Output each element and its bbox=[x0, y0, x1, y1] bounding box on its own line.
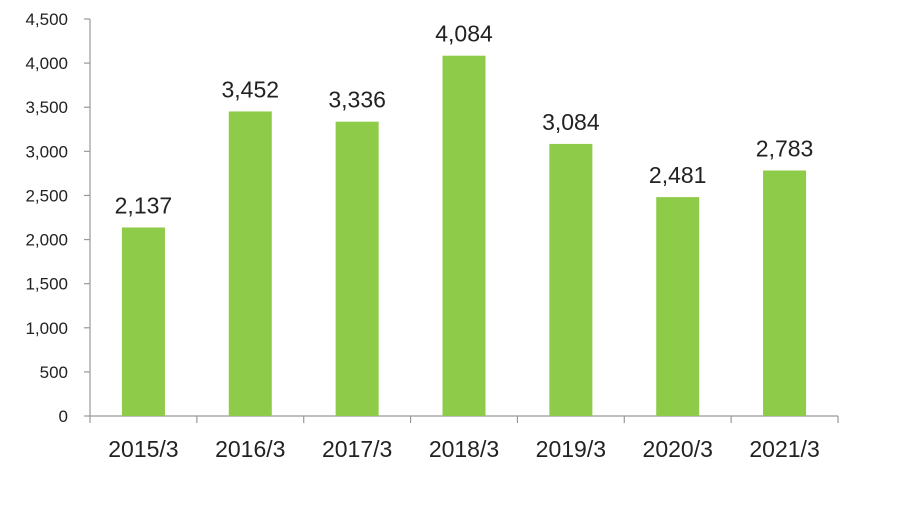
x-tick-label: 2019/3 bbox=[536, 436, 606, 462]
y-tick-label: 4,500 bbox=[25, 10, 68, 29]
data-labels: 2,137 3,452 3,336 4,084 3,084 2,481 2,783 bbox=[115, 21, 814, 219]
data-label: 3,336 bbox=[328, 87, 386, 113]
x-tick-label: 2020/3 bbox=[643, 436, 713, 462]
x-tick-label: 2016/3 bbox=[215, 436, 285, 462]
y-tick-label: 2,500 bbox=[25, 186, 68, 205]
y-tick-label: 500 bbox=[40, 363, 68, 382]
data-label: 2,783 bbox=[756, 135, 814, 161]
x-axis: 2015/3 2016/3 2017/3 2018/3 2019/3 2020/3 2021… bbox=[89, 415, 839, 462]
data-label: 3,084 bbox=[542, 109, 600, 135]
y-tick-label: 3,500 bbox=[25, 98, 68, 117]
y-tick-label: 3,000 bbox=[25, 142, 68, 161]
data-label: 2,137 bbox=[115, 192, 173, 218]
bar-2020-3 bbox=[656, 197, 700, 416]
bars bbox=[121, 55, 807, 417]
data-label: 2,481 bbox=[649, 162, 707, 188]
data-label: 4,084 bbox=[435, 21, 493, 47]
y-tick-label: 1,000 bbox=[25, 319, 68, 338]
bar-2019-3 bbox=[549, 143, 593, 416]
x-tick-label: 2017/3 bbox=[322, 436, 392, 462]
y-tick-label: 0 bbox=[59, 407, 68, 426]
data-label: 3,452 bbox=[222, 76, 280, 102]
y-tick-label: 4,000 bbox=[25, 54, 68, 73]
y-tick-label: 1,500 bbox=[25, 275, 68, 294]
x-tick-label: 2018/3 bbox=[429, 436, 499, 462]
bar-2021-3 bbox=[763, 170, 807, 416]
y-axis: 0 500 1,000 1,500 2,000 2,500 3,000 3,500 4,000 4… bbox=[25, 10, 91, 426]
x-tick-label: 2021/3 bbox=[749, 436, 819, 462]
bar-2015-3 bbox=[121, 227, 165, 416]
x-tick-label: 2015/3 bbox=[108, 436, 178, 462]
y-tick-label: 2,000 bbox=[25, 231, 68, 250]
bar-2016-3 bbox=[228, 111, 272, 417]
bar-2018-3 bbox=[442, 55, 486, 417]
bar-2017-3 bbox=[335, 121, 379, 416]
